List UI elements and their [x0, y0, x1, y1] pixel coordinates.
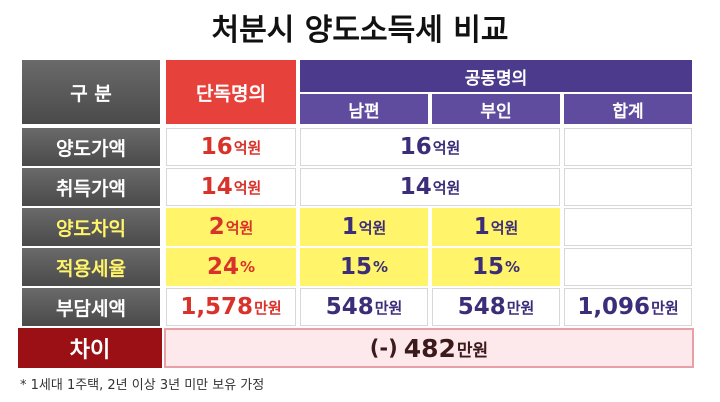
cell-unit: 억원 — [432, 138, 461, 157]
cell-unit: 억원 — [225, 218, 254, 237]
cell-number: 1 — [473, 214, 490, 240]
cell-number: 15 — [339, 254, 372, 280]
row-label: 양도차익 — [22, 208, 160, 246]
empty-cell — [564, 248, 692, 286]
header-total: 합계 — [564, 94, 692, 124]
cell-number: 548 — [325, 294, 374, 320]
title: 처분시 양도소득세 비교 — [211, 13, 509, 48]
row-label: 취득가액 — [22, 168, 160, 206]
cell-number: 14 — [399, 174, 432, 200]
header-single: 단독명의 — [166, 60, 296, 124]
header-category: 구 분 — [22, 60, 160, 124]
value-cell: 1 억원 — [432, 208, 560, 246]
value-cell: 1,096 만원 — [564, 288, 692, 326]
cell-number: 548 — [457, 294, 506, 320]
header-husband: 남편 — [300, 94, 428, 124]
value-cell: 16 억원 — [166, 128, 296, 166]
value-cell: 15% — [432, 248, 560, 286]
cell-unit: 만원 — [651, 298, 679, 317]
difference-unit: 만원 — [456, 340, 489, 361]
footnote: * 1세대 1주택, 2년 이상 3년 미만 보유 가정 — [20, 377, 265, 393]
cell-unit: 만원 — [506, 298, 535, 317]
empty-cell — [564, 208, 692, 246]
cell-number: 1,096 — [577, 294, 651, 320]
cell-unit: 억원 — [358, 218, 387, 237]
value-cell: 15% — [300, 248, 428, 286]
value-cell: 14 억원 — [300, 168, 560, 206]
value-cell: 16 억원 — [300, 128, 560, 166]
cell-number: 16 — [200, 134, 233, 160]
difference-value: (-) 482 만원 — [164, 328, 694, 368]
cell-number: 24 — [206, 254, 239, 280]
row-label: 적용세율 — [22, 248, 160, 286]
value-cell: 2 억원 — [166, 208, 296, 246]
cell-unit: 만원 — [254, 298, 282, 317]
value-cell: 548 만원 — [432, 288, 560, 326]
cell-unit: % — [372, 258, 389, 276]
cell-number: 14 — [200, 174, 233, 200]
cell-number: 1 — [341, 214, 358, 240]
cell-unit: 억원 — [432, 178, 461, 197]
cell-number: 16 — [399, 134, 432, 160]
cell-unit: % — [504, 258, 521, 276]
cell-unit: 억원 — [233, 178, 262, 197]
value-cell: 1 억원 — [300, 208, 428, 246]
cell-number: 15 — [471, 254, 504, 280]
difference-label: 차이 — [18, 328, 162, 368]
value-cell: 1,578 만원 — [166, 288, 296, 326]
cell-number: 1,578 — [180, 294, 254, 320]
empty-cell — [564, 128, 692, 166]
cell-unit: 억원 — [490, 218, 519, 237]
row-label: 부담세액 — [22, 288, 160, 326]
cell-number: 2 — [208, 214, 225, 240]
empty-cell — [564, 168, 692, 206]
value-cell: 24% — [166, 248, 296, 286]
cell-unit: 만원 — [374, 298, 403, 317]
header-joint: 공동명의 — [300, 60, 692, 92]
row-label: 양도가액 — [22, 128, 160, 166]
difference-number: 482 — [403, 333, 456, 363]
cell-unit: 억원 — [233, 138, 262, 157]
difference-prefix: (-) — [369, 336, 398, 360]
cell-unit: % — [239, 258, 256, 276]
header-wife: 부인 — [432, 94, 560, 124]
value-cell: 548 만원 — [300, 288, 428, 326]
value-cell: 14 억원 — [166, 168, 296, 206]
